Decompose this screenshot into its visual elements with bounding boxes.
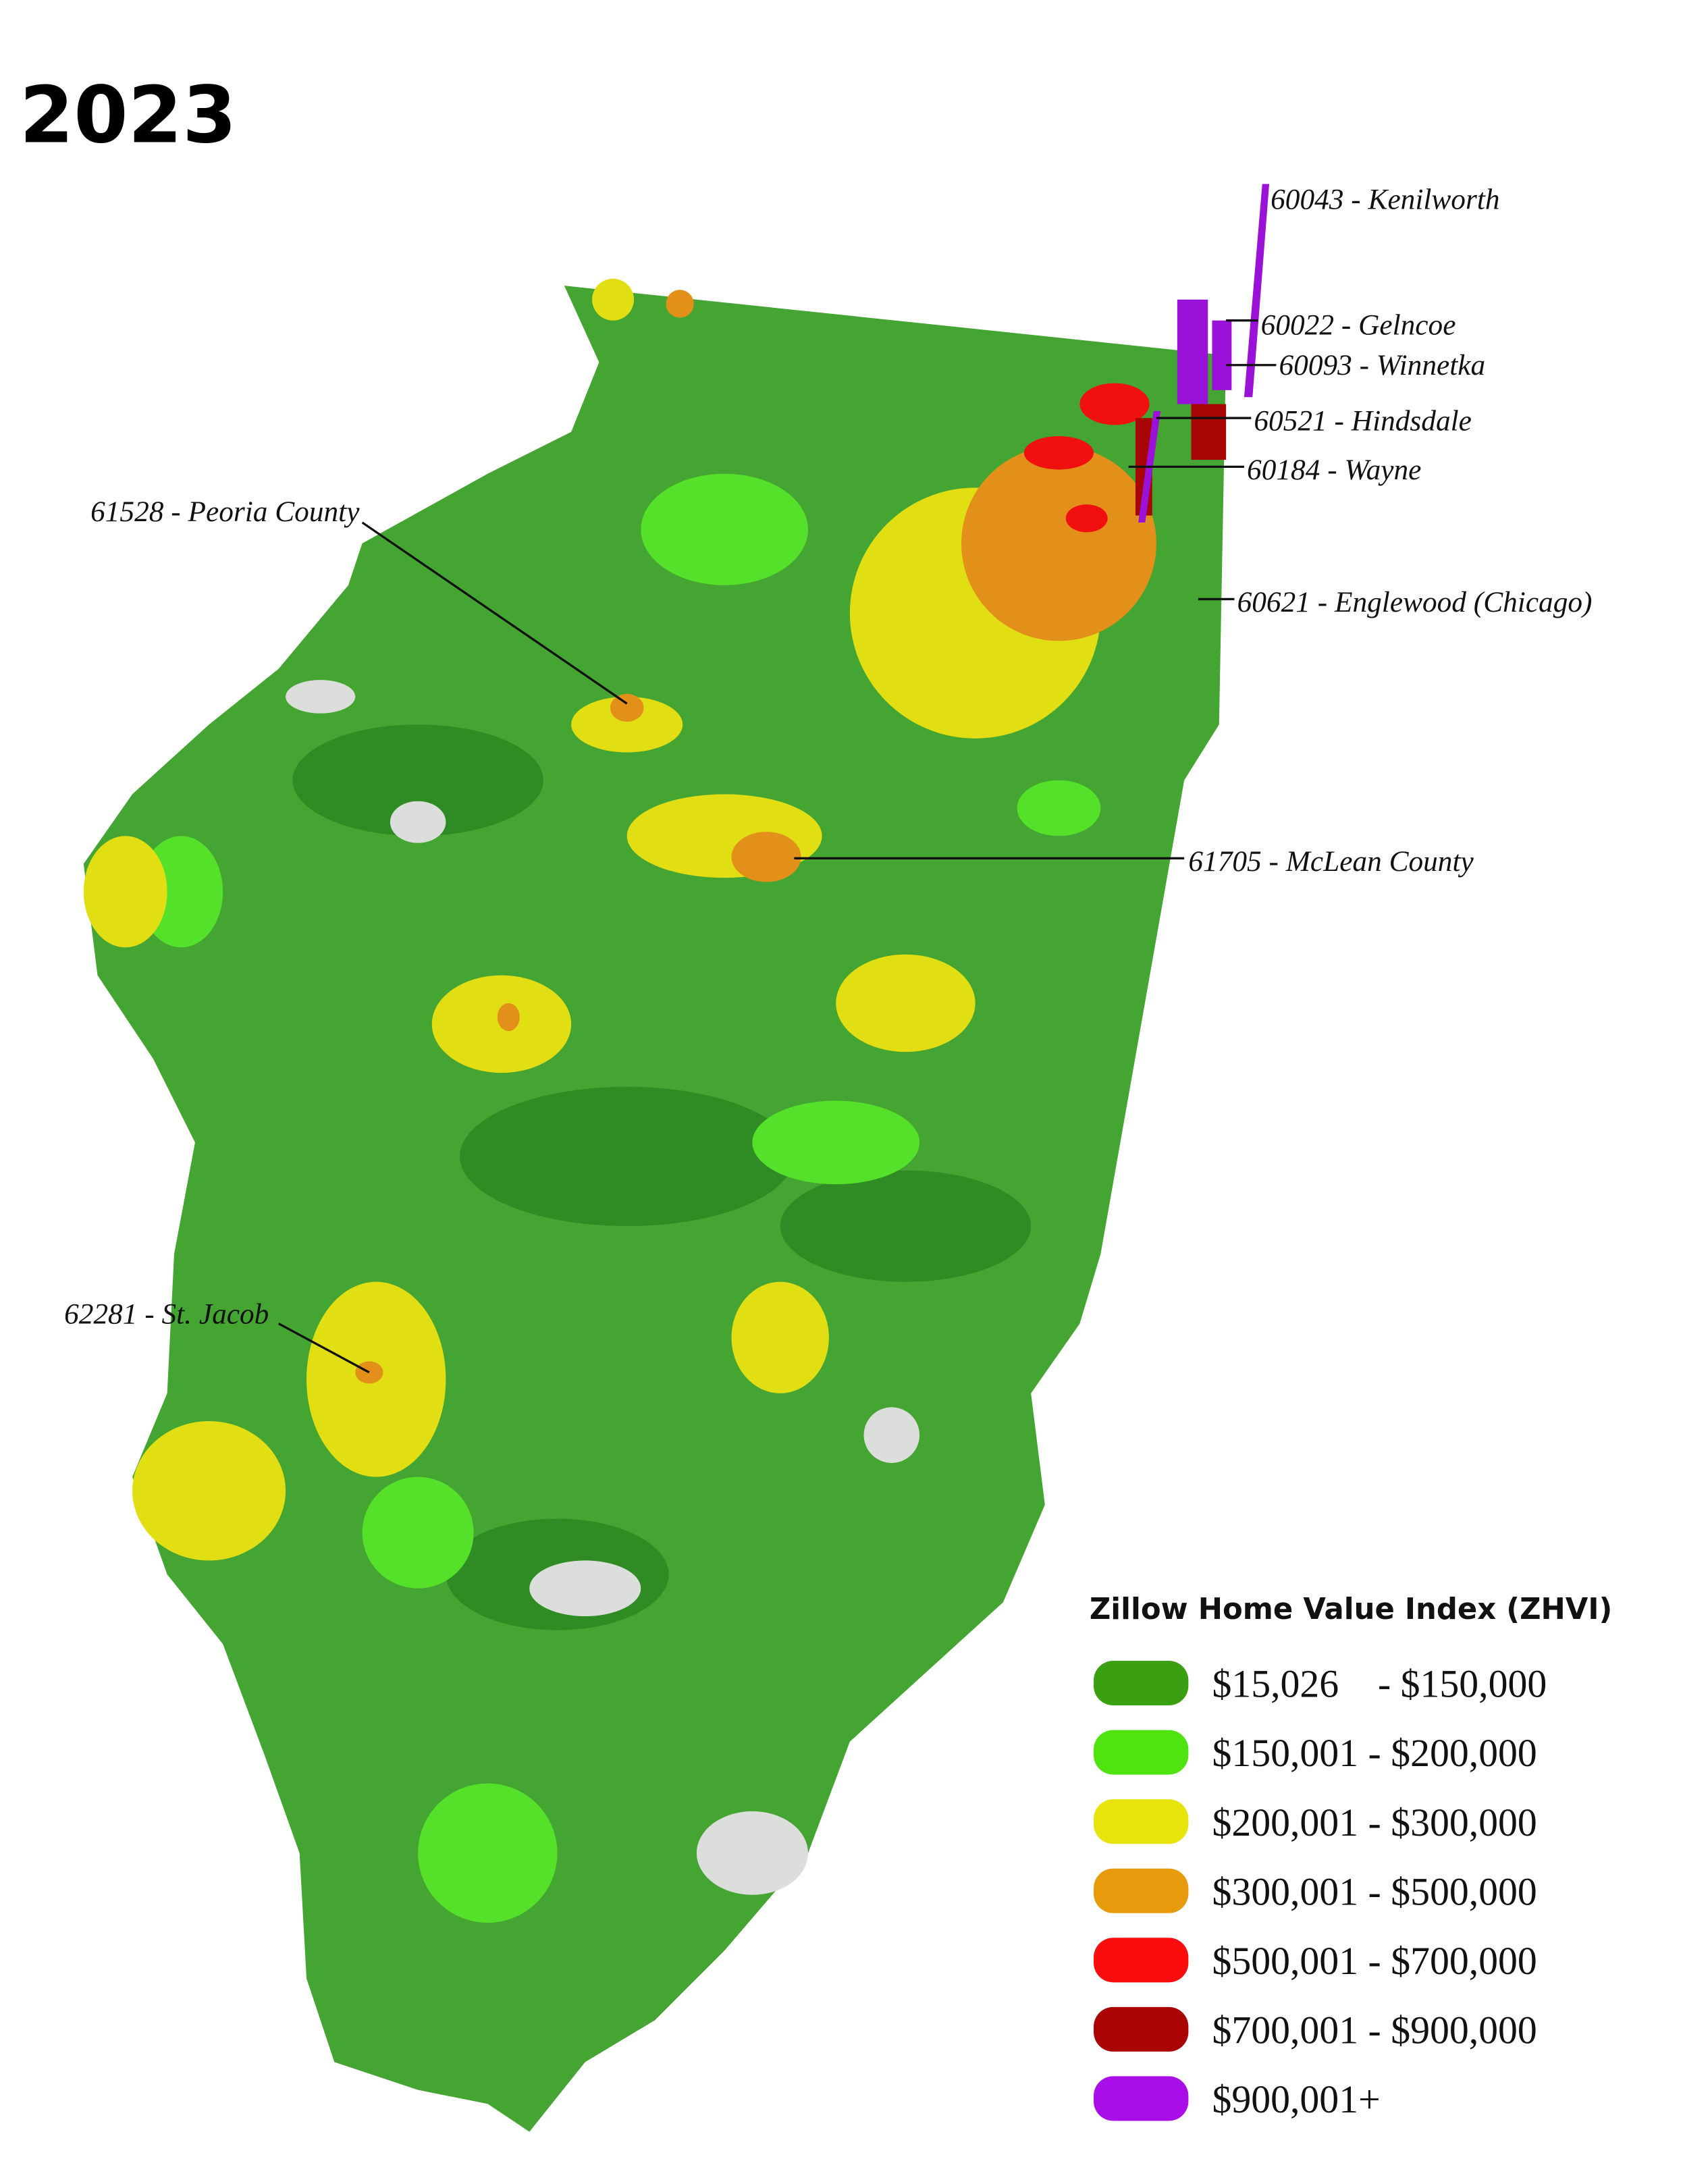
legend-swatch — [1094, 1938, 1189, 1983]
annotation: 60043 - Kenilworth — [1271, 184, 1499, 216]
legend-label: $150,001 - $200,000 — [1212, 1732, 1537, 1775]
legend-label: $300,001 - $500,000 — [1212, 1871, 1537, 1913]
legend: Zillow Home Value Index (ZHVI) $15,026 -… — [1090, 1593, 1612, 2121]
illinois-map — [83, 184, 1270, 2132]
red-regions — [1023, 383, 1150, 533]
annotation: 61705 - McLean County — [1188, 845, 1474, 878]
legend-swatch — [1094, 1799, 1189, 1844]
annotation: 60093 - Winnetka — [1279, 349, 1486, 381]
annotations: 60043 - Kenilworth 60022 - Gelncoe 60093… — [64, 184, 1593, 1374]
dark-regions — [292, 724, 1032, 1630]
annotation: 61528 - Peoria County — [90, 496, 360, 528]
legend-swatch — [1094, 1661, 1189, 1706]
legend-swatch — [1094, 1730, 1189, 1775]
legend-swatch — [1094, 2006, 1189, 2052]
leader-line — [361, 521, 628, 705]
light-green-regions — [139, 473, 1101, 1923]
leader-line — [277, 1323, 370, 1374]
legend-swatch — [1094, 1868, 1189, 1913]
annotation: 60022 - Gelncoe — [1261, 309, 1456, 341]
legend-label: $500,001 - $700,000 — [1212, 1940, 1537, 1983]
orange-regions — [355, 290, 1156, 1384]
legend-label: $700,001 - $900,000 — [1212, 2010, 1537, 2052]
dark-red-regions — [1135, 404, 1227, 516]
annotation: 62281 - St. Jacob — [64, 1298, 269, 1331]
legend-label: $900,001+ — [1212, 2079, 1380, 2121]
legend-swatch — [1094, 2076, 1189, 2121]
no-data-regions — [286, 680, 920, 1895]
annotation: 60184 - Wayne — [1247, 454, 1421, 486]
map-title: 2023 — [20, 71, 237, 161]
legend-label: $15,026 - $150,000 — [1212, 1663, 1547, 1706]
legend-title: Zillow Home Value Index (ZHVI) — [1090, 1593, 1612, 1626]
legend-label: $200,001 - $300,000 — [1212, 1802, 1537, 1844]
annotation: 60521 - Hindsdale — [1254, 405, 1472, 437]
annotation: 60621 - Englewood (Chicago) — [1237, 586, 1593, 618]
